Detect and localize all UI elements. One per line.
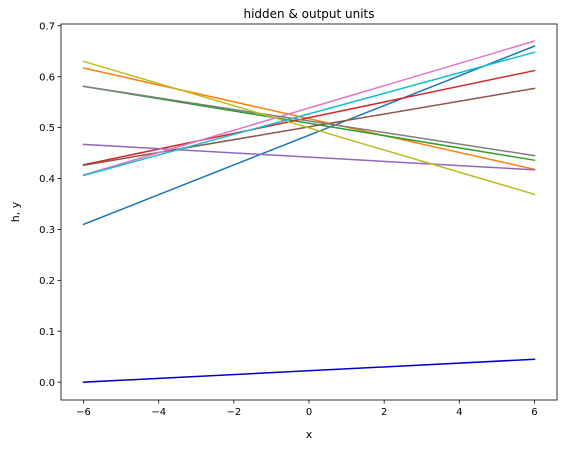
y-tick-label: 0.4	[39, 174, 55, 185]
x-tick-label: −6	[76, 407, 91, 418]
series-line-1	[82, 45, 536, 226]
series-line-3	[82, 85, 536, 162]
y-axis-label: h, y	[9, 201, 22, 222]
y-tick-label: 0.6	[39, 72, 55, 83]
y-tick-label: 0.1	[39, 327, 55, 338]
y-tick-label: 0.2	[39, 276, 55, 287]
x-tick-label: 0	[306, 407, 312, 418]
x-tick-label: 4	[456, 407, 462, 418]
series-line-9	[82, 60, 536, 196]
series-layer	[82, 40, 536, 383]
series-line-5	[82, 143, 536, 171]
series-line-2	[82, 67, 536, 171]
x-tick-label: 2	[381, 407, 387, 418]
series-line-11	[82, 358, 536, 383]
x-tick-label: −4	[151, 407, 166, 418]
y-tick-label: 0.3	[39, 225, 55, 236]
chart-title: hidden & output units	[243, 7, 374, 21]
series-line-10	[82, 51, 536, 177]
series-line-7	[82, 40, 536, 176]
series-line-8	[82, 85, 536, 157]
y-axis-ticks: 0.0 0.1 0.2 0.3 0.4 0.5 0.6 0.7	[39, 21, 61, 389]
y-tick-label: 0.7	[39, 21, 55, 32]
x-tick-label: −2	[226, 407, 241, 418]
y-tick-label: 0.0	[39, 378, 55, 389]
y-tick-label: 0.5	[39, 123, 55, 134]
x-axis-label: x	[306, 428, 313, 441]
x-axis-ticks: −6 −4 −2 0 2 4 6	[76, 400, 538, 418]
x-tick-label: 6	[531, 407, 537, 418]
